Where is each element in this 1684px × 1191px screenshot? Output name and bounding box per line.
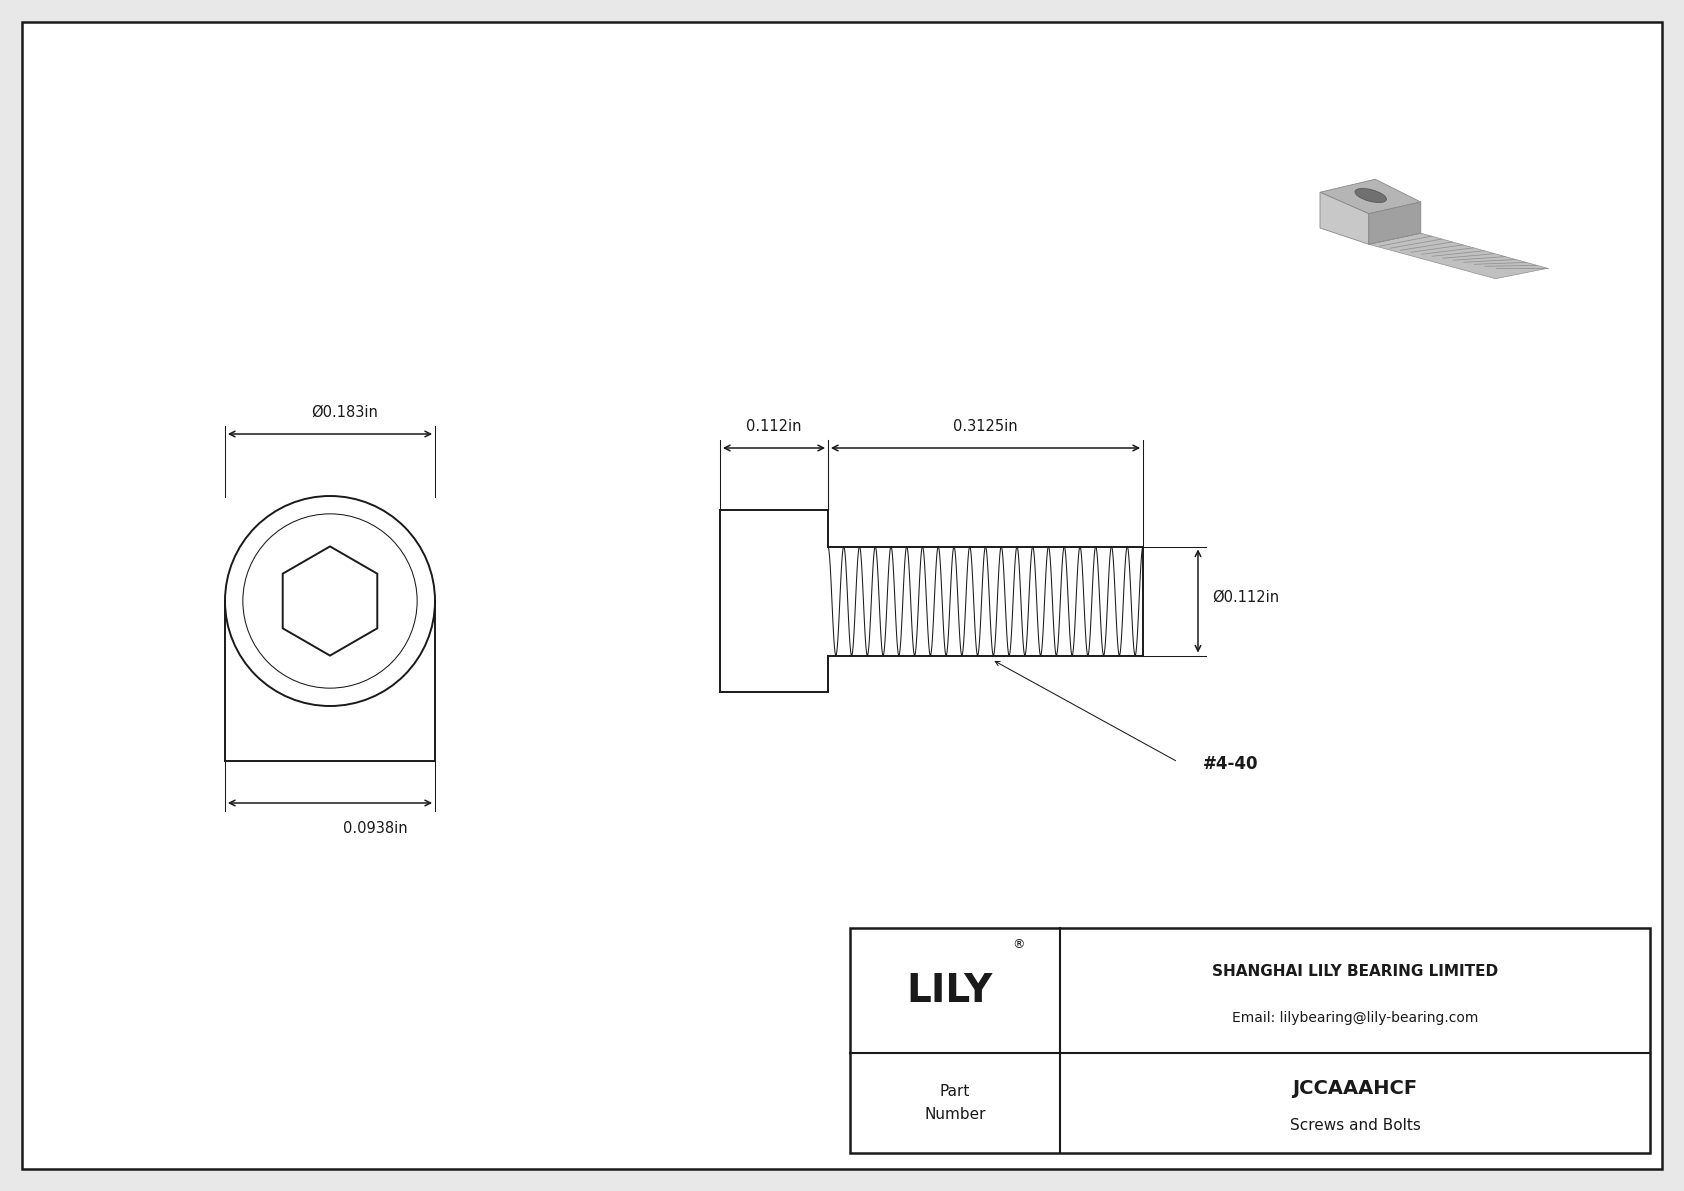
Text: Ø0.112in: Ø0.112in <box>1212 590 1280 605</box>
Text: Screws and Bolts: Screws and Bolts <box>1290 1117 1420 1133</box>
Polygon shape <box>1320 192 1369 244</box>
Text: Email: lilybearing@lily-bearing.com: Email: lilybearing@lily-bearing.com <box>1231 1011 1479 1025</box>
Text: 0.3125in: 0.3125in <box>953 419 1017 434</box>
Text: Ø0.183in: Ø0.183in <box>312 405 379 420</box>
Ellipse shape <box>1356 188 1386 202</box>
Text: 0.0938in: 0.0938in <box>342 821 408 836</box>
Polygon shape <box>1369 202 1421 244</box>
Text: JCCAAAHCF: JCCAAAHCF <box>1292 1079 1418 1097</box>
Bar <box>850 928 1650 1153</box>
Text: LILY: LILY <box>908 972 994 1010</box>
Polygon shape <box>1369 233 1548 279</box>
Text: 0.112in: 0.112in <box>746 419 802 434</box>
Text: Part
Number: Part Number <box>925 1084 985 1122</box>
Text: #4-40: #4-40 <box>1202 755 1258 773</box>
Text: SHANGHAI LILY BEARING LIMITED: SHANGHAI LILY BEARING LIMITED <box>1212 965 1499 979</box>
Text: ®: ® <box>1012 939 1024 950</box>
Polygon shape <box>1320 180 1421 213</box>
